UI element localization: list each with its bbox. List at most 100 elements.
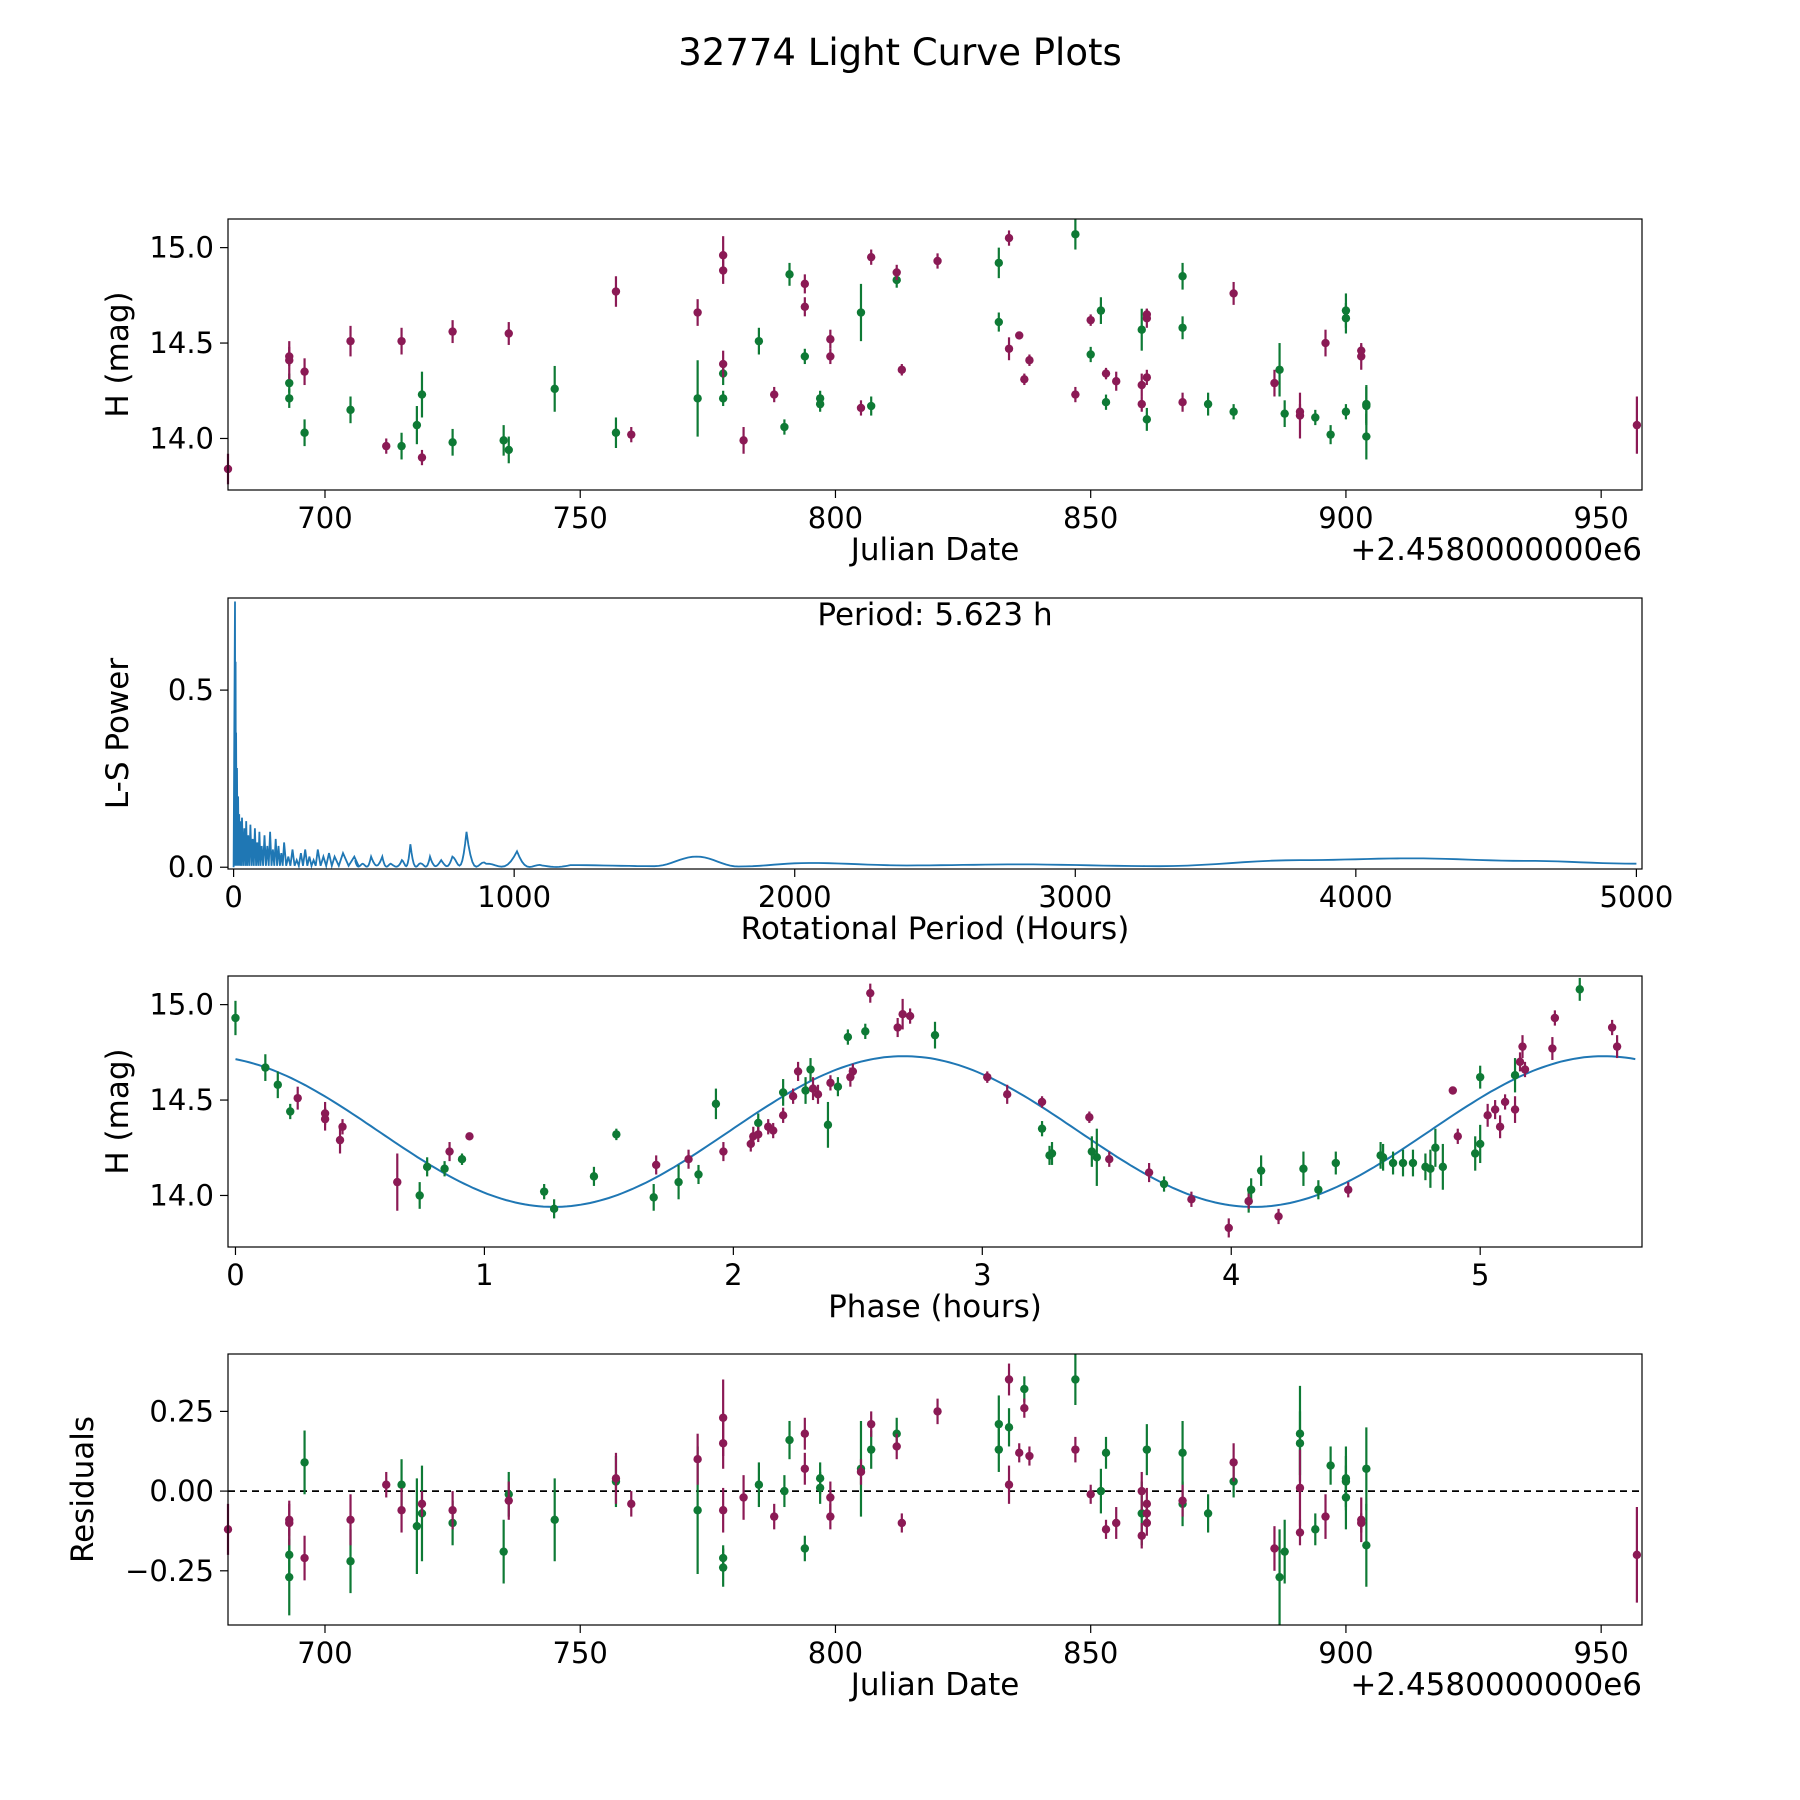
data-point	[778, 1107, 788, 1123]
x-tick-label: 5000	[1599, 880, 1673, 914]
data-point	[1020, 1398, 1029, 1418]
point-marker	[1331, 1158, 1340, 1168]
point-marker	[300, 1553, 309, 1563]
point-marker	[1607, 1023, 1617, 1032]
point-marker	[983, 1072, 992, 1082]
data-point	[499, 425, 508, 456]
point-marker	[856, 403, 866, 413]
point-marker	[1229, 1458, 1238, 1467]
point-marker	[933, 1407, 942, 1416]
point-marker	[1378, 1153, 1388, 1162]
data-point	[893, 1017, 902, 1038]
point-marker	[504, 1496, 513, 1505]
point-marker	[808, 1084, 818, 1093]
data-point	[1071, 1436, 1080, 1463]
point-marker	[1357, 1518, 1366, 1528]
data-point	[300, 419, 309, 447]
point-marker	[892, 268, 901, 277]
point-marker	[1015, 331, 1024, 340]
data-point	[1244, 1193, 1253, 1209]
data-point	[1341, 1465, 1351, 1530]
point-marker	[417, 390, 427, 399]
data-point	[1341, 404, 1351, 420]
point-marker	[1520, 1065, 1530, 1074]
data-point	[627, 1491, 636, 1517]
series-purple	[293, 983, 1622, 1238]
point-marker	[693, 308, 702, 317]
period-annotation: Period: 5.623 h	[817, 597, 1052, 633]
data-point	[397, 1487, 406, 1533]
point-marker	[1178, 1448, 1187, 1458]
point-marker	[611, 428, 621, 437]
data-point	[1295, 404, 1305, 420]
y-tick-label: 15.0	[149, 988, 214, 1022]
data-point	[397, 327, 406, 355]
point-marker	[1632, 1550, 1642, 1560]
point-marker	[693, 1455, 702, 1464]
y-tick-label: 0.5	[168, 673, 214, 707]
data-point	[1025, 1446, 1034, 1466]
series-purple	[223, 1363, 1642, 1603]
point-marker	[499, 436, 508, 445]
x-tick-label: 1	[475, 1258, 493, 1292]
point-marker	[1500, 1097, 1510, 1107]
point-marker	[1096, 306, 1106, 315]
point-marker	[1101, 1525, 1111, 1534]
data-point	[1047, 1142, 1057, 1165]
point-marker	[718, 1439, 728, 1448]
data-point	[1326, 425, 1335, 445]
point-marker	[335, 1135, 345, 1145]
x-axis-label: Phase (hours)	[828, 1289, 1042, 1325]
point-marker	[800, 1464, 810, 1473]
point-marker	[1483, 1111, 1492, 1120]
data-point	[983, 1071, 992, 1083]
data-point	[694, 1164, 703, 1185]
point-marker	[448, 1506, 457, 1515]
data-point	[417, 1491, 427, 1517]
data-point	[611, 1452, 621, 1504]
point-marker	[1295, 1483, 1305, 1493]
data-point	[800, 1452, 810, 1485]
y-axis-label: Residuals	[65, 1416, 101, 1563]
point-marker	[1510, 1105, 1520, 1114]
data-point	[346, 396, 355, 424]
point-marker	[718, 394, 728, 403]
point-marker	[1344, 1185, 1353, 1194]
data-point	[1178, 316, 1187, 340]
point-marker	[826, 335, 835, 344]
data-point	[539, 1184, 549, 1200]
point-marker	[778, 1111, 788, 1120]
data-point	[1575, 977, 1584, 1001]
point-marker	[1229, 1477, 1238, 1486]
data-point	[1203, 1494, 1213, 1533]
data-point	[465, 1132, 474, 1141]
data-point	[826, 1503, 835, 1530]
point-marker	[826, 1512, 835, 1521]
series-green	[285, 219, 1371, 464]
data-point	[1321, 1494, 1330, 1539]
point-marker	[793, 1067, 803, 1076]
data-point	[1142, 308, 1152, 321]
point-marker	[1112, 1518, 1121, 1528]
data-point	[1142, 407, 1152, 431]
data-point	[861, 1023, 870, 1039]
point-marker	[806, 1065, 815, 1074]
data-point	[300, 1535, 309, 1581]
point-marker	[320, 1114, 330, 1124]
data-point	[1101, 394, 1111, 410]
data-point	[1144, 1163, 1154, 1183]
point-marker	[1187, 1195, 1196, 1204]
point-marker	[412, 1521, 422, 1531]
data-point	[866, 983, 875, 1003]
point-marker	[1142, 1509, 1152, 1518]
point-marker	[1085, 1113, 1094, 1122]
y-tick-label: −0.25	[125, 1554, 214, 1588]
point-marker	[1178, 1496, 1187, 1505]
point-marker	[285, 378, 294, 388]
point-marker	[788, 1092, 798, 1101]
point-marker	[1137, 399, 1146, 409]
x-tick-label: 4000	[1319, 880, 1393, 914]
data-point	[1112, 371, 1121, 391]
data-point	[1256, 1155, 1266, 1186]
data-point	[261, 1054, 270, 1081]
